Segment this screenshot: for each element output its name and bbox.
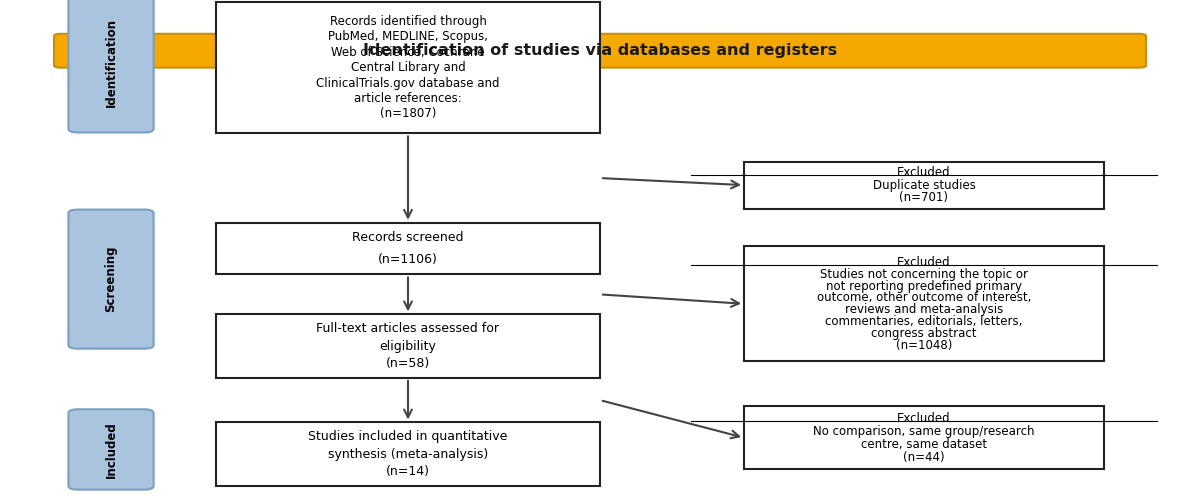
FancyBboxPatch shape	[216, 314, 600, 378]
FancyBboxPatch shape	[216, 422, 600, 486]
Text: Screening: Screening	[104, 246, 118, 312]
Text: Excluded: Excluded	[898, 256, 950, 269]
Text: Identification of studies via databases and registers: Identification of studies via databases …	[362, 42, 838, 58]
Text: Excluded: Excluded	[898, 412, 950, 424]
Text: commentaries, editorials, letters,: commentaries, editorials, letters,	[826, 315, 1022, 328]
Text: Records identified through: Records identified through	[330, 15, 486, 28]
Text: eligibility: eligibility	[379, 340, 437, 352]
Text: (n=14): (n=14)	[386, 465, 430, 478]
Text: Studies not concerning the topic or: Studies not concerning the topic or	[820, 268, 1028, 281]
FancyBboxPatch shape	[744, 162, 1104, 208]
FancyBboxPatch shape	[68, 410, 154, 490]
Text: congress abstract: congress abstract	[871, 327, 977, 340]
Text: centre, same dataset: centre, same dataset	[860, 438, 988, 450]
Text: Web of Science, Cochrane: Web of Science, Cochrane	[331, 46, 485, 59]
Text: article references:: article references:	[354, 92, 462, 105]
Text: Identification: Identification	[104, 18, 118, 108]
Text: Full-text articles assessed for: Full-text articles assessed for	[317, 322, 499, 335]
FancyBboxPatch shape	[744, 246, 1104, 362]
Text: (n=1106): (n=1106)	[378, 252, 438, 266]
FancyBboxPatch shape	[216, 222, 600, 274]
FancyBboxPatch shape	[54, 34, 1146, 68]
Text: Records screened: Records screened	[353, 232, 463, 244]
Text: (n=58): (n=58)	[386, 357, 430, 370]
Text: outcome, other outcome of interest,: outcome, other outcome of interest,	[817, 292, 1031, 304]
FancyBboxPatch shape	[744, 406, 1104, 469]
Text: ClinicalTrials.gov database and: ClinicalTrials.gov database and	[317, 76, 499, 90]
Text: (n=1048): (n=1048)	[896, 338, 952, 351]
FancyBboxPatch shape	[68, 0, 154, 132]
Text: (n=701): (n=701)	[900, 192, 948, 204]
Text: No comparison, same group/research: No comparison, same group/research	[814, 424, 1034, 438]
Text: Duplicate studies: Duplicate studies	[872, 178, 976, 192]
FancyBboxPatch shape	[216, 2, 600, 134]
Text: (n=1807): (n=1807)	[380, 108, 436, 120]
Text: Central Library and: Central Library and	[350, 61, 466, 74]
Text: synthesis (meta-analysis): synthesis (meta-analysis)	[328, 448, 488, 460]
Text: PubMed, MEDLINE, Scopus,: PubMed, MEDLINE, Scopus,	[328, 30, 488, 44]
Text: (n=44): (n=44)	[904, 450, 944, 464]
FancyBboxPatch shape	[68, 210, 154, 348]
Text: Included: Included	[104, 421, 118, 478]
Text: Excluded: Excluded	[898, 166, 950, 179]
Text: reviews and meta-analysis: reviews and meta-analysis	[845, 303, 1003, 316]
Text: Studies included in quantitative: Studies included in quantitative	[308, 430, 508, 444]
Text: not reporting predefined primary: not reporting predefined primary	[826, 280, 1022, 292]
